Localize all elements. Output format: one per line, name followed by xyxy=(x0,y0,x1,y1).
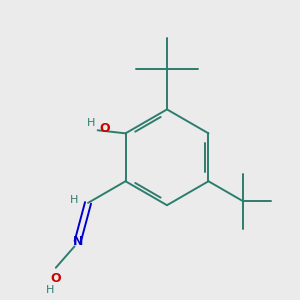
Text: H: H xyxy=(70,195,78,205)
Text: O: O xyxy=(99,122,110,135)
Text: O: O xyxy=(50,272,61,285)
Text: H: H xyxy=(45,285,54,295)
Text: H: H xyxy=(87,118,96,128)
Text: N: N xyxy=(73,235,83,248)
